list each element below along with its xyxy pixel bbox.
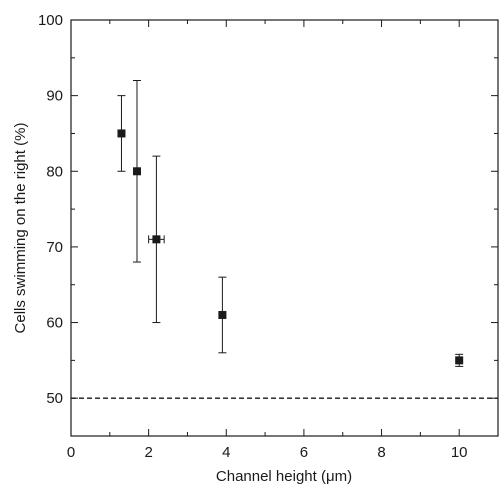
x-tick-label: 6	[300, 444, 308, 461]
x-tick-label: 10	[451, 444, 468, 461]
point-marker	[132, 167, 141, 176]
x-tick-label: 4	[222, 444, 230, 461]
point-marker	[455, 356, 464, 365]
y-tick-label: 80	[46, 163, 63, 180]
y-tick-label: 50	[46, 390, 63, 407]
data-point	[117, 95, 126, 172]
data-point	[132, 80, 141, 263]
point-marker	[218, 310, 227, 319]
plot-frame	[70, 19, 499, 437]
x-tick-label: 0	[67, 444, 75, 461]
y-tick-label: 90	[46, 88, 63, 105]
point-marker	[152, 235, 161, 244]
x-tick-label: 8	[377, 444, 385, 461]
x-tick-label: 2	[144, 444, 152, 461]
y-tick-label: 70	[46, 239, 63, 256]
point-marker	[117, 129, 126, 138]
data-point	[218, 276, 227, 354]
y-tick-label: 60	[46, 315, 63, 332]
data-point	[455, 353, 464, 367]
data-point	[148, 155, 165, 324]
y-tick-label: 100	[38, 12, 63, 29]
y-axis-label: Cells swimming on the right (%)	[12, 123, 29, 334]
x-axis-label: Channel height (μm)	[216, 468, 352, 485]
